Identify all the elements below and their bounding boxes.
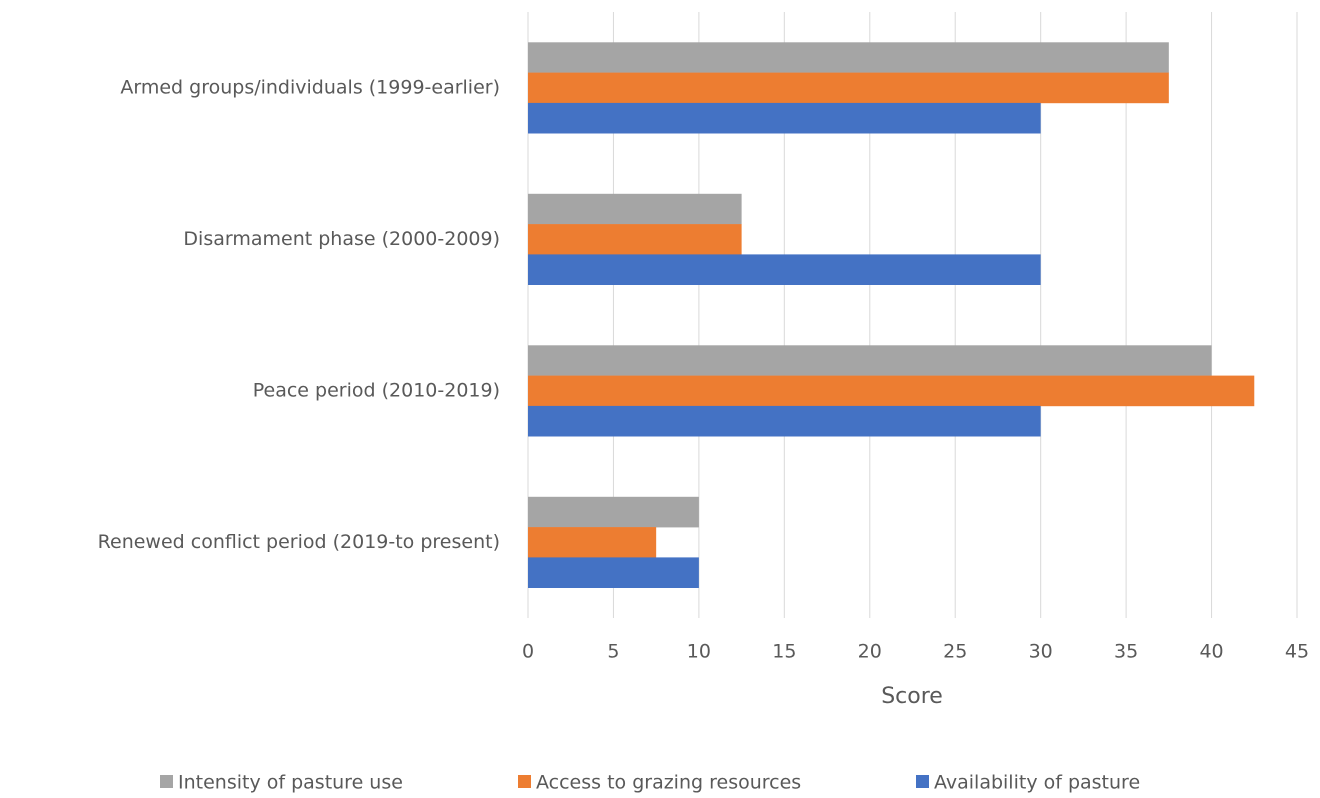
x-tick-label: 20: [858, 641, 882, 663]
x-tick-label: 5: [607, 641, 619, 663]
x-tick-label: 25: [943, 641, 967, 663]
legend-label: Availability of pasture: [934, 772, 1140, 794]
bar: [528, 193, 742, 225]
x-tick-label: 35: [1114, 641, 1138, 663]
bar: [528, 527, 657, 558]
x-tick-label: 40: [1199, 641, 1223, 663]
x-tick-label: 45: [1285, 641, 1309, 663]
legend-swatch: [160, 775, 173, 788]
bar: [528, 224, 742, 255]
bar: [528, 375, 1255, 407]
x-axis-title: Score: [881, 684, 943, 709]
x-tick-label: 10: [687, 641, 711, 663]
bar: [528, 345, 1212, 376]
bar: [528, 102, 1041, 134]
y-tick-label: Disarmament phase (2000-2009): [183, 228, 500, 250]
x-tick-label: 0: [522, 641, 534, 663]
y-tick-label: Renewed conflict period (2019-to present…: [98, 531, 500, 553]
bar: [528, 72, 1169, 104]
y-tick-label: Peace period (2010-2019): [253, 379, 500, 401]
bar: [528, 496, 699, 528]
x-tick-label: 30: [1029, 641, 1053, 663]
x-tick-label: 15: [772, 641, 796, 663]
legend-swatch: [916, 775, 929, 788]
legend-swatch: [518, 775, 531, 788]
legend-label: Access to grazing resources: [536, 772, 801, 794]
bar: [528, 557, 699, 588]
y-tick-label: Armed groups/individuals (1999-earlier): [120, 76, 500, 98]
bar: [528, 42, 1169, 73]
bar: [528, 405, 1041, 437]
bar: [528, 254, 1041, 285]
legend-label: Intensity of pasture use: [178, 772, 403, 794]
